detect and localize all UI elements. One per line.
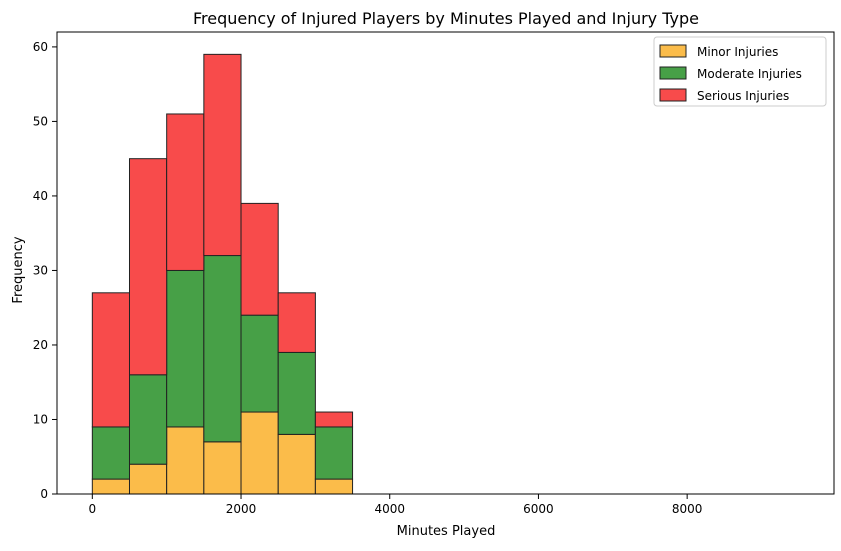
- histogram-bar: [91, 292, 130, 428]
- histogram-bar: [203, 441, 242, 495]
- y-tick-label: 30: [33, 263, 48, 277]
- legend-label: Serious Injuries: [697, 89, 789, 103]
- histogram-bar: [128, 374, 168, 465]
- plot-frame: [56, 31, 835, 495]
- x-tick-label: 0: [88, 502, 96, 516]
- legend-label: Minor Injuries: [697, 45, 778, 59]
- histogram-bar: [128, 463, 168, 495]
- y-tick-label: 10: [33, 412, 48, 426]
- histogram-bar: [314, 478, 354, 495]
- x-tick-label: 6000: [523, 502, 554, 516]
- histogram-bar: [277, 292, 316, 353]
- series-serious-injuries: [91, 53, 354, 428]
- x-tick-label: 8000: [672, 502, 703, 516]
- histogram-bar: [166, 113, 205, 271]
- legend-swatch: [659, 66, 687, 80]
- histogram-bar: [166, 269, 205, 428]
- series-moderate-injuries: [91, 255, 354, 480]
- histogram-bar: [240, 411, 279, 495]
- histogram-bar: [203, 53, 242, 257]
- histogram-bar: [277, 433, 316, 495]
- histogram-bar: [314, 426, 354, 480]
- histogram-bar: [240, 202, 279, 316]
- x-tick-label: 2000: [226, 502, 257, 516]
- x-tick-label: 4000: [374, 502, 405, 516]
- histogram-bar: [203, 255, 242, 443]
- histogram-bar: [128, 158, 168, 376]
- histogram-bar: [91, 478, 130, 495]
- y-tick-label: 40: [33, 189, 48, 203]
- y-tick-label: 0: [40, 487, 48, 501]
- legend: Minor Injuries Moderate Injuries Serious I…: [653, 36, 827, 107]
- series-minor-injuries: [91, 411, 354, 495]
- histogram-bar: [240, 314, 279, 413]
- y-tick-label: 60: [33, 40, 48, 54]
- histogram-bar: [166, 426, 205, 495]
- legend-label: Moderate Injuries: [697, 67, 802, 81]
- y-tick-label: 50: [33, 114, 48, 128]
- chart-title: Frequency of Injured Players by Minutes …: [193, 9, 699, 28]
- legend-swatch: [659, 88, 687, 102]
- histogram-bar: [277, 351, 316, 435]
- y-tick-label: 20: [33, 338, 48, 352]
- histogram-bar: [91, 426, 130, 480]
- legend-swatch: [659, 44, 687, 58]
- x-axis-label: Minutes Played: [397, 524, 496, 539]
- y-axis-label: Frequency: [11, 236, 26, 303]
- legend-box: [653, 36, 827, 107]
- histogram-bar: [314, 411, 354, 428]
- plot-area: 0 2000 4000 6000 8000 0 10 20 30 40 50 60: [33, 31, 835, 516]
